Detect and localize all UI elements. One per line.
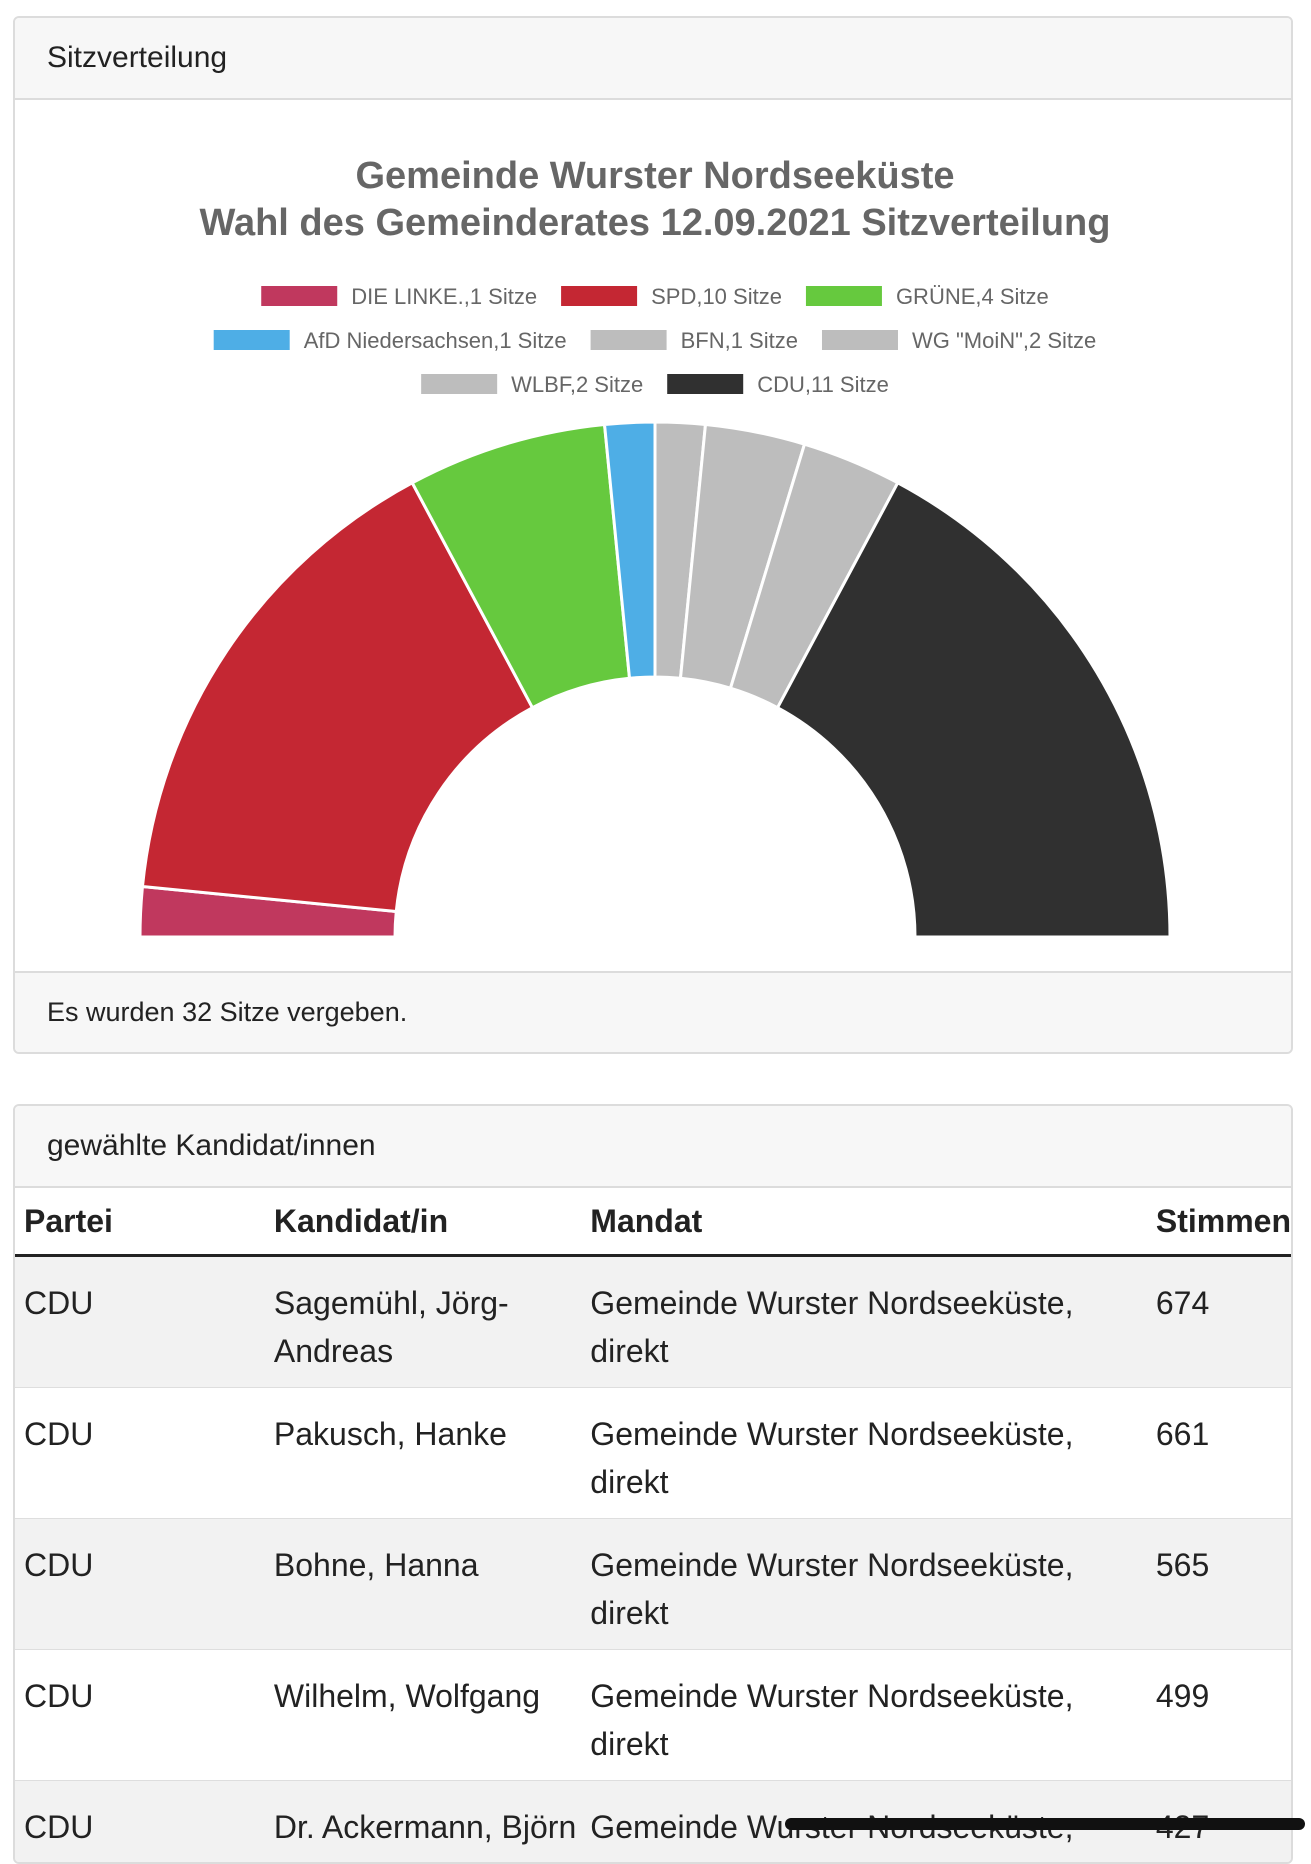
cell-candidate: Wilhelm, Wolfgang — [265, 1650, 581, 1781]
legend-swatch[interactable] — [822, 330, 898, 350]
legend-swatch[interactable] — [561, 286, 637, 306]
legend-label[interactable]: GRÜNE,4 Sitze — [896, 284, 1049, 309]
column-header-candidate[interactable]: Kandidat/in — [265, 1188, 581, 1256]
legend-swatch[interactable] — [667, 374, 743, 394]
chart-title: Gemeinde Wurster Nordseeküste — [355, 155, 954, 197]
seat-distribution-chart: Gemeinde Wurster Nordseeküste Wahl des G… — [15, 100, 1291, 975]
seat-arcs — [140, 422, 1170, 937]
legend-label[interactable]: DIE LINKE.,1 Sitze — [351, 284, 537, 309]
cell-votes: 674 — [1147, 1256, 1291, 1388]
table-row: CDU Pakusch, Hanke Gemeinde Wurster Nord… — [15, 1388, 1291, 1519]
candidates-table: Partei Kandidat/in Mandat Stimmen CDU Sa… — [15, 1188, 1291, 1864]
seat-chart-area: Gemeinde Wurster Nordseeküste Wahl des G… — [15, 100, 1291, 975]
cell-mandat: Gemeinde Wurster Nordseeküste, direkt — [581, 1519, 1147, 1650]
cell-party: CDU — [15, 1519, 265, 1650]
elected-candidates-header: gewählte Kandidat/innen — [15, 1106, 1291, 1188]
cell-candidate: Sagemühl, Jörg-Andreas — [265, 1256, 581, 1388]
cell-party: CDU — [15, 1388, 265, 1519]
elected-candidates-card: gewählte Kandidat/innen Partei Kandidat/… — [13, 1104, 1293, 1864]
legend-label[interactable]: AfD Niedersachsen,1 Sitze — [304, 328, 567, 353]
seat-distribution-header: Sitzverteilung — [15, 18, 1291, 100]
table-row: CDU Wilhelm, Wolfgang Gemeinde Wurster N… — [15, 1650, 1291, 1781]
legend-swatch[interactable] — [806, 286, 882, 306]
home-indicator-bar — [785, 1818, 1305, 1830]
cell-votes: 499 — [1147, 1650, 1291, 1781]
legend-label[interactable]: BFN,1 Sitze — [681, 328, 798, 353]
cell-votes: 661 — [1147, 1388, 1291, 1519]
legend-label[interactable]: SPD,10 Sitze — [651, 284, 782, 309]
legend-swatch[interactable] — [261, 286, 337, 306]
table-header-row: Partei Kandidat/in Mandat Stimmen — [15, 1188, 1291, 1256]
seat-distribution-card: Sitzverteilung Gemeinde Wurster Nordseek… — [13, 16, 1293, 1054]
legend-swatch[interactable] — [591, 330, 667, 350]
cell-mandat: Gemeinde Wurster Nordseeküste, direkt — [581, 1650, 1147, 1781]
cell-party: CDU — [15, 1256, 265, 1388]
chart-subtitle: Wahl des Gemeinderates 12.09.2021 Sitzve… — [200, 202, 1111, 244]
chart-legend: DIE LINKE.,1 Sitze SPD,10 Sitze GRÜNE,4 Si… — [214, 284, 1097, 397]
table-row: CDU Sagemühl, Jörg-Andreas Gemeinde Wurs… — [15, 1256, 1291, 1388]
seat-total-note: Es wurden 32 Sitze vergeben. — [15, 971, 1291, 1052]
legend-swatch[interactable] — [421, 374, 497, 394]
column-header-mandat[interactable]: Mandat — [581, 1188, 1147, 1256]
column-header-party[interactable]: Partei — [15, 1188, 265, 1256]
legend-label[interactable]: WG "MoiN",2 Sitze — [912, 328, 1096, 353]
cell-votes: 565 — [1147, 1519, 1291, 1650]
cell-party: CDU — [15, 1650, 265, 1781]
cell-candidate: Bohne, Hanna — [265, 1519, 581, 1650]
cell-mandat: Gemeinde Wurster Nordseeküste, direkt — [581, 1388, 1147, 1519]
column-header-votes[interactable]: Stimmen — [1147, 1188, 1291, 1256]
legend-swatch[interactable] — [214, 330, 290, 350]
cell-candidate: Dr. Ackermann, Björn — [265, 1781, 581, 1864]
cell-mandat: Gemeinde Wurster Nordseeküste, direkt — [581, 1256, 1147, 1388]
legend-label[interactable]: WLBF,2 Sitze — [511, 372, 643, 397]
table-row: CDU Bohne, Hanna Gemeinde Wurster Nordse… — [15, 1519, 1291, 1650]
cell-candidate: Pakusch, Hanke — [265, 1388, 581, 1519]
legend-label[interactable]: CDU,11 Sitze — [757, 372, 889, 397]
cell-party: CDU — [15, 1781, 265, 1864]
